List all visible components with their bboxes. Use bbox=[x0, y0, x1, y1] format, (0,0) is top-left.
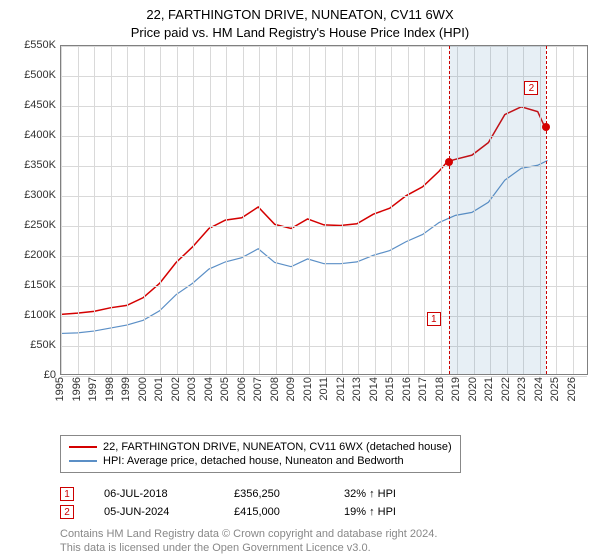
x-tick-label: 2026 bbox=[566, 377, 578, 401]
marker-label: 1 bbox=[427, 312, 441, 326]
y-tick-label: £250K bbox=[24, 219, 56, 231]
gridline-v bbox=[78, 46, 79, 374]
footer-line1: Contains HM Land Registry data © Crown c… bbox=[60, 527, 588, 541]
x-tick-label: 2000 bbox=[137, 377, 149, 401]
gridline-v bbox=[424, 46, 425, 374]
y-tick-label: £100K bbox=[24, 309, 56, 321]
chart-title-line2: Price paid vs. HM Land Registry's House … bbox=[12, 24, 588, 42]
y-tick-label: £200K bbox=[24, 249, 56, 261]
marker-label: 2 bbox=[524, 81, 538, 95]
x-tick-label: 1995 bbox=[54, 377, 66, 401]
sales-row: 2 05-JUN-2024 £415,000 19% ↑ HPI bbox=[60, 503, 588, 521]
y-tick-label: £400K bbox=[24, 129, 56, 141]
gridline-v bbox=[160, 46, 161, 374]
x-tick-label: 2019 bbox=[450, 377, 462, 401]
x-tick-label: 1999 bbox=[120, 377, 132, 401]
gridline-v bbox=[177, 46, 178, 374]
gridline-v bbox=[375, 46, 376, 374]
gridline-v bbox=[259, 46, 260, 374]
plot-area: 12 bbox=[60, 45, 588, 375]
marker-line bbox=[449, 46, 450, 374]
x-tick-label: 2017 bbox=[417, 377, 429, 401]
x-tick-label: 2015 bbox=[384, 377, 396, 401]
gridline-v bbox=[325, 46, 326, 374]
y-tick-label: £300K bbox=[24, 189, 56, 201]
sales-row-badge: 2 bbox=[60, 505, 74, 519]
sales-pct: 19% ↑ HPI bbox=[344, 506, 444, 518]
x-tick-label: 1997 bbox=[87, 377, 99, 401]
x-tick-label: 2016 bbox=[401, 377, 413, 401]
legend-row: HPI: Average price, detached house, Nune… bbox=[69, 454, 452, 468]
gridline-v bbox=[94, 46, 95, 374]
gridline-v bbox=[309, 46, 310, 374]
marker-line bbox=[546, 46, 547, 374]
legend-label: 22, FARTHINGTON DRIVE, NUNEATON, CV11 6W… bbox=[103, 441, 452, 453]
gridline-v bbox=[127, 46, 128, 374]
sales-row-badge: 1 bbox=[60, 487, 74, 501]
sales-date: 05-JUN-2024 bbox=[104, 506, 204, 518]
y-tick-label: £150K bbox=[24, 279, 56, 291]
sales-price: £415,000 bbox=[234, 506, 314, 518]
x-tick-label: 2012 bbox=[335, 377, 347, 401]
x-tick-label: 2002 bbox=[170, 377, 182, 401]
sales-price: £356,250 bbox=[234, 488, 314, 500]
x-tick-label: 2025 bbox=[549, 377, 561, 401]
y-tick-label: £500K bbox=[24, 69, 56, 81]
sales-date: 06-JUL-2018 bbox=[104, 488, 204, 500]
x-tick-label: 2004 bbox=[203, 377, 215, 401]
x-tick-label: 2021 bbox=[483, 377, 495, 401]
x-tick-label: 2010 bbox=[302, 377, 314, 401]
legend-swatch bbox=[69, 460, 97, 462]
gridline-v bbox=[408, 46, 409, 374]
x-tick-label: 2007 bbox=[252, 377, 264, 401]
x-tick-label: 1998 bbox=[104, 377, 116, 401]
x-tick-label: 2003 bbox=[186, 377, 198, 401]
x-tick-label: 2018 bbox=[434, 377, 446, 401]
y-tick-label: £50K bbox=[30, 339, 56, 351]
gridline-v bbox=[573, 46, 574, 374]
gridline-v bbox=[243, 46, 244, 374]
gridline-v bbox=[358, 46, 359, 374]
x-tick-label: 2024 bbox=[533, 377, 545, 401]
marker-dot bbox=[542, 123, 550, 131]
gridline-v bbox=[144, 46, 145, 374]
x-tick-label: 2020 bbox=[467, 377, 479, 401]
gridline-v bbox=[391, 46, 392, 374]
legend-label: HPI: Average price, detached house, Nune… bbox=[103, 455, 404, 467]
x-tick-label: 2022 bbox=[500, 377, 512, 401]
x-tick-label: 2001 bbox=[153, 377, 165, 401]
marker-dot bbox=[445, 158, 453, 166]
x-tick-label: 1996 bbox=[71, 377, 83, 401]
gridline-v bbox=[342, 46, 343, 374]
legend-row: 22, FARTHINGTON DRIVE, NUNEATON, CV11 6W… bbox=[69, 440, 452, 454]
y-tick-label: £350K bbox=[24, 159, 56, 171]
footer-line2: This data is licensed under the Open Gov… bbox=[60, 541, 588, 555]
y-tick-label: £550K bbox=[24, 39, 56, 51]
chart: 12 £0£50K£100K£150K£200K£250K£300K£350K£… bbox=[12, 45, 588, 395]
x-tick-label: 2014 bbox=[368, 377, 380, 401]
legend-swatch bbox=[69, 446, 97, 448]
gridline-v bbox=[226, 46, 227, 374]
gridline-v bbox=[111, 46, 112, 374]
gridline-v bbox=[292, 46, 293, 374]
x-tick-label: 2013 bbox=[351, 377, 363, 401]
sales-pct: 32% ↑ HPI bbox=[344, 488, 444, 500]
x-tick-label: 2008 bbox=[269, 377, 281, 401]
gridline-v bbox=[276, 46, 277, 374]
gridline-v bbox=[61, 46, 62, 374]
legend: 22, FARTHINGTON DRIVE, NUNEATON, CV11 6W… bbox=[60, 435, 461, 473]
footer-attribution: Contains HM Land Registry data © Crown c… bbox=[60, 527, 588, 556]
y-tick-label: £450K bbox=[24, 99, 56, 111]
gridline-v bbox=[210, 46, 211, 374]
sales-row: 1 06-JUL-2018 £356,250 32% ↑ HPI bbox=[60, 485, 588, 503]
x-tick-label: 2023 bbox=[516, 377, 528, 401]
chart-title-line1: 22, FARTHINGTON DRIVE, NUNEATON, CV11 6W… bbox=[12, 6, 588, 24]
gridline-v bbox=[556, 46, 557, 374]
gridline-v bbox=[193, 46, 194, 374]
x-tick-label: 2005 bbox=[219, 377, 231, 401]
x-tick-label: 2009 bbox=[285, 377, 297, 401]
sales-table: 1 06-JUL-2018 £356,250 32% ↑ HPI 2 05-JUN-202… bbox=[60, 485, 588, 521]
x-tick-label: 2011 bbox=[318, 377, 330, 401]
x-tick-label: 2006 bbox=[236, 377, 248, 401]
